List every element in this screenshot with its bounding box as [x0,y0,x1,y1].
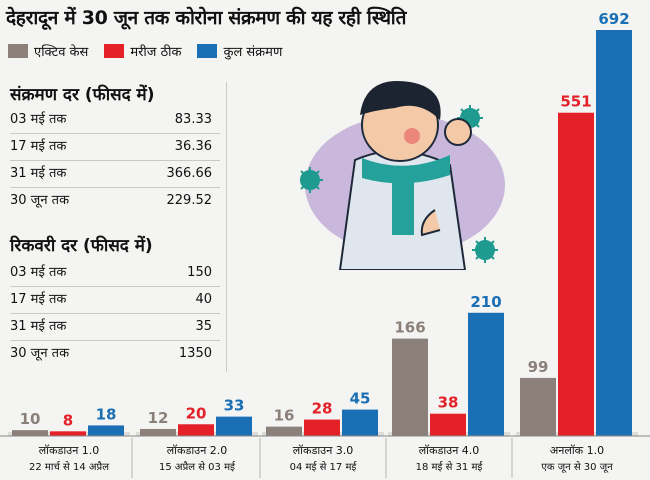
virus-icon [472,237,498,263]
virus-icon [300,167,323,193]
bar-value-label: 18 [96,405,117,423]
bar [392,338,428,436]
x-tick-label: अनलॉक 1.0 [550,444,604,457]
recovery-rate-value: 150 [187,265,212,280]
x-tick-label: लॉकडाउन 1.0 [39,444,100,457]
bar [468,312,504,436]
bar [342,409,378,436]
bar-value-label: 551 [560,93,591,111]
bar [266,426,302,436]
bar-value-label: 16 [274,407,295,425]
bar-value-label: 99 [528,358,549,376]
bar-value-label: 210 [470,293,501,311]
x-tick-sublabel: 04 मई से 17 मई [290,461,358,473]
recovery-rate-row: 17 मई तक 40 [10,287,220,314]
bar-value-label: 20 [186,404,207,422]
x-tick-sublabel: 15 अप्रैल से 03 मई [159,461,236,473]
recovery-rate-value: 1350 [178,346,212,361]
bar [12,430,48,436]
chart-title: देहरादून में 30 जून तक कोरोना संक्रमण की… [6,7,407,29]
legend-swatch-active [8,44,28,58]
infection-rate-row: 30 जून तक 229.52 [10,188,220,214]
legend-swatch-total [197,44,218,58]
bar [596,30,632,436]
recovery-rate-label: 31 मई तक [10,319,67,334]
bar-value-label: 10 [20,410,41,428]
recovery-rate-table: 03 मई तक 150 17 मई तक 40 31 मई तक 35 30 … [10,260,220,367]
bar-value-label: 28 [312,400,333,418]
person-cheek [404,128,420,144]
legend-item-total: कुल संक्रमण [197,42,282,60]
x-tick-sublabel: 18 मई से 31 मई [416,461,484,473]
bar-value-label: 692 [598,10,629,28]
x-tick-label: लॉकडाउन 4.0 [419,444,480,457]
infection-rate-value: 83.33 [174,112,212,127]
infection-rate-title: संक्रमण दर (फीसद में) [10,85,155,105]
legend-item-recovered: मरीज ठीक [104,42,181,60]
bar [520,377,556,436]
bar [304,419,340,436]
legend-label-active: एक्टिव केस [34,45,89,60]
infection-rate-row: 31 मई तक 366.66 [10,161,220,188]
recovery-rate-value: 35 [195,319,212,334]
recovery-rate-label: 30 जून तक [10,346,70,361]
x-tick-label: लॉकडाउन 2.0 [167,444,228,457]
infection-rate-table: 03 मई तक 83.33 17 मई तक 36.36 31 मई तक 3… [10,107,220,214]
x-tick-label: लॉकडाउन 3.0 [293,444,354,457]
bar [88,425,124,436]
x-tick-sublabel: 22 मार्च से 14 अप्रैल [29,461,109,473]
bar-value-label: 33 [224,397,245,415]
infection-rate-label: 30 जून तक [10,193,70,208]
bar [558,112,594,436]
recovery-rate-title: रिकवरी दर (फीसद में) [10,236,153,256]
infection-rate-value: 366.66 [166,166,213,181]
infection-rate-label: 17 मई तक [10,139,67,154]
bar-value-label: 166 [394,319,425,337]
bar-value-label: 8 [63,411,73,429]
person-hair [360,80,441,120]
recovery-rate-row: 31 मई तक 35 [10,314,220,341]
infection-rate-value: 229.52 [166,193,213,208]
bar [140,428,176,436]
recovery-rate-label: 03 मई तक [10,265,67,280]
person-scarf-end [392,175,414,235]
recovery-rate-value: 40 [195,292,212,307]
table-divider [226,82,227,372]
bar [216,416,252,436]
legend: एक्टिव केस मरीज ठीक कुल संक्रमण [8,42,282,60]
bar [430,413,466,436]
sick-person-illustration [300,80,505,270]
legend-item-active: एक्टिव केस [8,42,88,60]
bar [178,424,214,436]
recovery-rate-row: 03 मई तक 150 [10,260,220,287]
recovery-rate-label: 17 मई तक [10,292,67,307]
infection-rate-label: 03 मई तक [10,112,67,127]
legend-label-total: कुल संक्रमण [223,45,283,60]
infection-rate-value: 36.36 [174,139,212,154]
bar [50,431,86,436]
chart-marks: 10 8 18 लॉकडाउन 1.0 22 मार्च से 14 अप्रैल 12 2… [0,10,650,478]
person-hand-lower [420,209,441,237]
x-tick-sublabel: एक जून से 30 जून [541,461,613,473]
person-scarf [362,155,450,184]
infection-rate-row: 17 मई तक 36.36 [10,134,220,161]
infection-rate-label: 31 मई तक [10,166,67,181]
bar-value-label: 45 [350,390,371,408]
recovery-rate-row: 30 जून तक 1350 [10,341,220,367]
person-hand [444,118,472,146]
infection-rate-row: 03 मई तक 83.33 [10,107,220,134]
legend-swatch-recovered [104,44,125,58]
bar-value-label: 12 [148,409,169,427]
legend-label-recovered: मरीज ठीक [130,45,182,60]
bar-value-label: 38 [438,394,459,412]
